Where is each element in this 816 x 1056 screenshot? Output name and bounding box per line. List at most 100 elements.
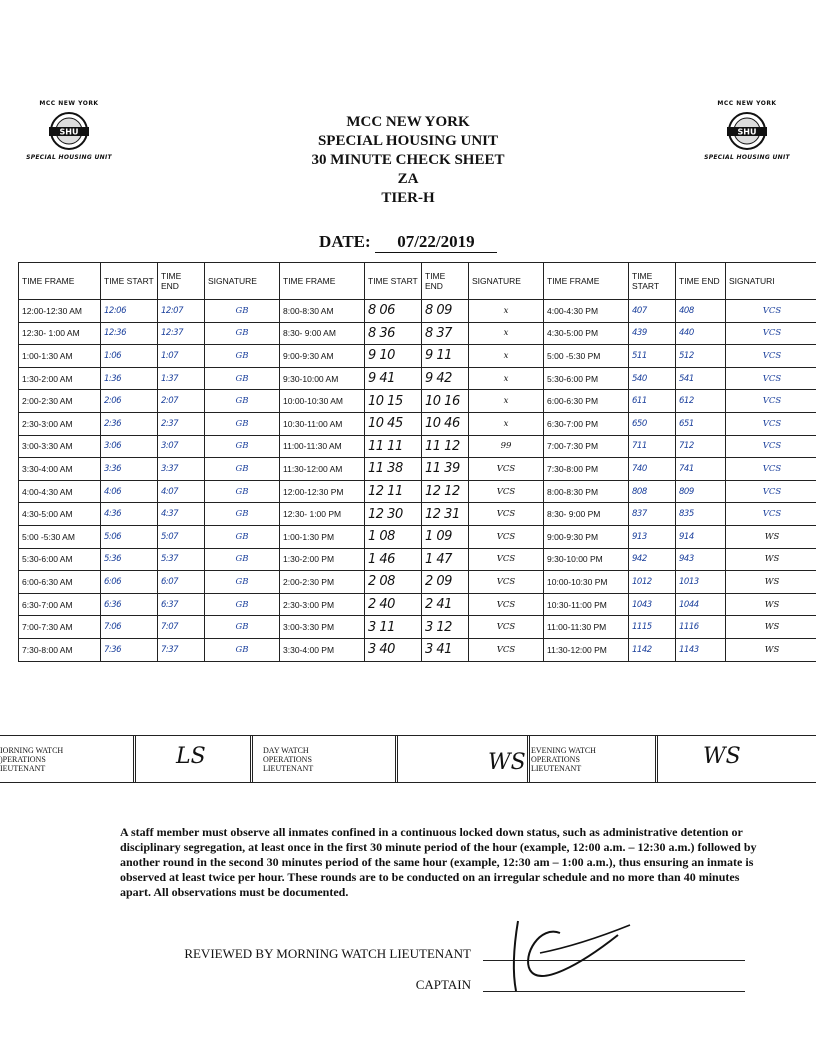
- time-end-cell: 3:07: [157, 434, 205, 459]
- time-start-cell: 8 36: [364, 321, 422, 346]
- table-row: 1:30-2:00 AM 1:36 1:37 GB 9:30-10:00 AM 9 41 9…: [18, 366, 816, 391]
- signature-cell: GB: [204, 592, 280, 617]
- time-frame-cell: 2:00-2:30 AM: [18, 389, 101, 413]
- signature-cell: GB: [204, 570, 280, 594]
- time-start-cell: 1:06: [100, 344, 158, 368]
- time-end-cell: 6:07: [157, 570, 205, 594]
- signature-cell: VCS: [468, 637, 544, 662]
- column-header: TIME END: [157, 262, 205, 300]
- time-end-cell: 2:07: [157, 389, 205, 413]
- seal-icon: SHU: [49, 112, 89, 150]
- date-row: DATE: 07/22/2019: [0, 232, 816, 253]
- time-frame-cell: 9:30-10:00 PM: [543, 547, 629, 572]
- table-row: 3:00-3:30 AM 3:06 3:07 GB 11:00-11:30 AM 11 1…: [18, 434, 816, 459]
- time-end-cell: 6:37: [157, 592, 205, 617]
- time-start-cell: 8 06: [364, 299, 422, 323]
- time-start-cell: 2:36: [100, 411, 158, 436]
- lieutenant-handwritten-signature: [512, 920, 631, 992]
- time-frame-cell: 6:00-6:30 PM: [543, 389, 629, 413]
- time-end-cell: 1013: [675, 570, 726, 594]
- table-row: 12:00-12:30 AM 12:06 12:07 GB 8:00-8:30 AM 8 …: [18, 299, 816, 323]
- review-captain-line: [483, 991, 745, 992]
- column-header: TIME END: [421, 262, 469, 300]
- signature-cell: VCS: [725, 321, 816, 346]
- table-row: 5:00 -5:30 AM 5:06 5:07 GB 1:00-1:30 PM 1 08 1…: [18, 524, 816, 549]
- time-frame-cell: 8:00-8:30 AM: [279, 299, 365, 323]
- time-start-cell: 3 11: [364, 615, 422, 639]
- time-frame-cell: 12:00-12:30 AM: [18, 299, 101, 323]
- table-row: 12:30- 1:00 AM 12:36 12:37 GB 8:30- 9:00 AM 8…: [18, 321, 816, 346]
- time-start-cell: 9 41: [364, 366, 422, 391]
- table-row: 3:30-4:00 AM 3:36 3:37 GB 11:30-12:00 AM 11 3…: [18, 457, 816, 481]
- time-end-cell: 712: [675, 434, 726, 459]
- time-end-cell: 12:07: [157, 299, 205, 323]
- time-end-cell: 11 12: [421, 434, 469, 459]
- time-start-cell: 837: [628, 502, 676, 526]
- time-start-cell: 407: [628, 299, 676, 323]
- time-frame-cell: 6:30-7:00 AM: [18, 592, 101, 617]
- time-start-cell: 4:36: [100, 502, 158, 526]
- time-start-cell: 7:06: [100, 615, 158, 639]
- time-start-cell: 540: [628, 366, 676, 391]
- signature-cell: x: [468, 321, 544, 346]
- table-row: 5:30-6:00 AM 5:36 5:37 GB 1:30-2:00 PM 1 46 1 …: [18, 547, 816, 572]
- svg-text:SHU: SHU: [60, 128, 79, 137]
- time-start-cell: 1 08: [364, 524, 422, 549]
- time-start-cell: 942: [628, 547, 676, 572]
- time-frame-cell: 8:00-8:30 PM: [543, 479, 629, 504]
- morning-watch-signature-box: LS: [133, 736, 253, 782]
- signature-cell: GB: [204, 344, 280, 368]
- signature-cell: VCS: [468, 479, 544, 504]
- time-frame-cell: 11:30-12:00 AM: [279, 457, 365, 481]
- time-frame-cell: 10:30-11:00 AM: [279, 411, 365, 436]
- time-end-cell: 7:37: [157, 637, 205, 662]
- time-end-cell: 1116: [675, 615, 726, 639]
- table-row: 4:00-4:30 AM 4:06 4:07 GB 12:00-12:30 PM 12 1…: [18, 479, 816, 504]
- time-frame-cell: 4:30-5:00 PM: [543, 321, 629, 346]
- signature-cell: VCS: [725, 366, 816, 391]
- time-start-cell: 9 10: [364, 344, 422, 368]
- time-end-cell: 943: [675, 547, 726, 572]
- column-header: TIME START: [100, 262, 158, 300]
- header-line-1: MCC NEW YORK: [346, 114, 470, 130]
- header-line-4: ZA: [397, 171, 419, 187]
- signature-cell: x: [468, 389, 544, 413]
- signature-cell: VCS: [725, 457, 816, 481]
- time-frame-cell: 10:30-11:00 PM: [543, 592, 629, 617]
- time-frame-cell: 4:00-4:30 PM: [543, 299, 629, 323]
- column-header: TIME FRAME: [543, 262, 629, 300]
- time-end-cell: 8 37: [421, 321, 469, 346]
- time-frame-cell: 9:30-10:00 AM: [279, 366, 365, 391]
- logo-top-text: MCC NEW YORK: [717, 100, 777, 107]
- time-start-cell: 611: [628, 389, 676, 413]
- logo-bottom-text: SPECIAL HOUSING UNIT: [704, 154, 790, 161]
- time-start-cell: 913: [628, 524, 676, 549]
- signature-cell: WS: [725, 592, 816, 617]
- time-frame-cell: 10:00-10:30 PM: [543, 570, 629, 594]
- morning-watch-signature: LS: [176, 744, 206, 769]
- time-frame-cell: 12:30- 1:00 PM: [279, 502, 365, 526]
- time-end-cell: 2:37: [157, 411, 205, 436]
- time-frame-cell: 4:00-4:30 AM: [18, 479, 101, 504]
- time-end-cell: 408: [675, 299, 726, 323]
- signature-cell: GB: [204, 547, 280, 572]
- time-end-cell: 12 12: [421, 479, 469, 504]
- time-start-cell: 11 38: [364, 457, 422, 481]
- time-start-cell: 1:36: [100, 366, 158, 391]
- time-end-cell: 3:37: [157, 457, 205, 481]
- signature-cell: GB: [204, 479, 280, 504]
- signature-cell: x: [468, 366, 544, 391]
- time-end-cell: 1044: [675, 592, 726, 617]
- signature-cell: GB: [204, 411, 280, 436]
- time-start-cell: 6:06: [100, 570, 158, 594]
- time-start-cell: 711: [628, 434, 676, 459]
- time-start-cell: 12:06: [100, 299, 158, 323]
- time-start-cell: 740: [628, 457, 676, 481]
- table-row: 7:30-8:00 AM 7:36 7:37 GB 3:30-4:00 PM 3 40 3 …: [18, 637, 816, 662]
- time-frame-cell: 6:30-7:00 PM: [543, 411, 629, 436]
- column-header: SIGNATURE: [468, 262, 544, 300]
- seal-icon: SHU: [727, 112, 767, 150]
- signature-cell: VCS: [725, 344, 816, 368]
- column-header: SIGNATURE: [204, 262, 280, 300]
- time-start-cell: 2:06: [100, 389, 158, 413]
